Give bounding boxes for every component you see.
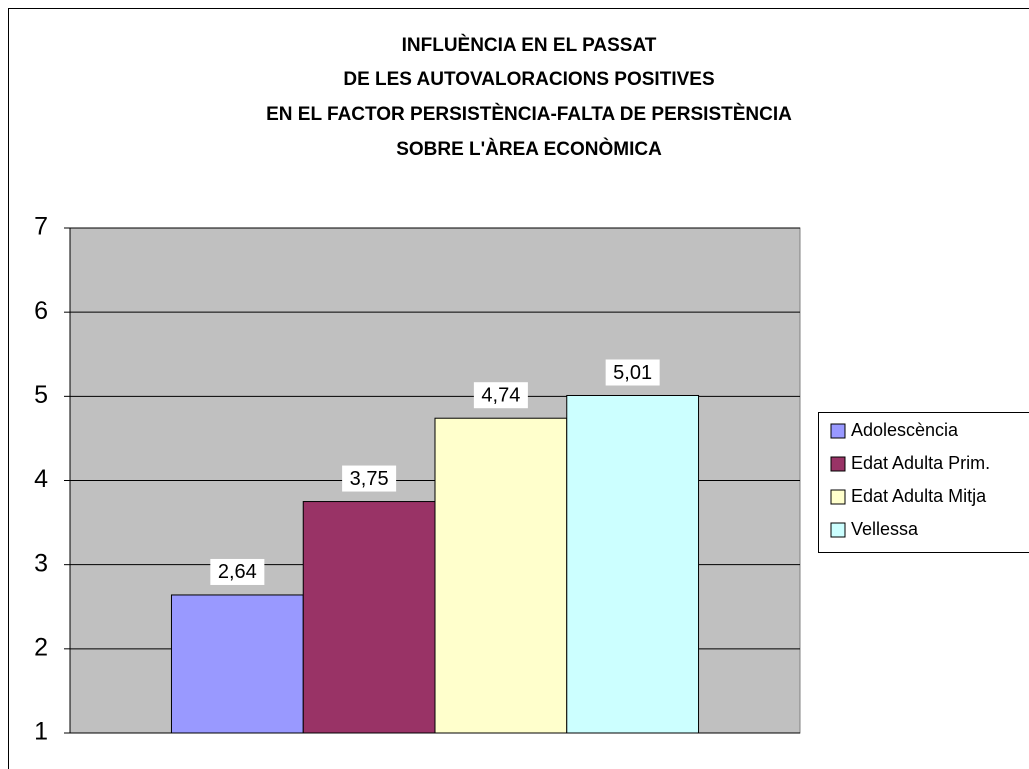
chart-title: SOBRE L'ÀREA ECONÒMICA xyxy=(396,138,662,160)
value-label: 4,74 xyxy=(481,384,520,406)
legend-label: Edat Adulta Mitja xyxy=(851,486,987,506)
legend-label: Adolescència xyxy=(851,420,959,440)
y-tick-label: 4 xyxy=(34,465,48,493)
value-label-bg xyxy=(473,382,528,409)
bar xyxy=(302,501,436,734)
y-tick-label: 7 xyxy=(34,213,48,241)
value-label: 3,75 xyxy=(350,468,389,490)
chart-title: DE LES AUTOVALORACIONS POSITIVES xyxy=(343,69,714,90)
legend-label: Vellessa xyxy=(851,519,919,539)
legend-box xyxy=(818,412,1029,553)
y-tick-label: 5 xyxy=(34,381,48,409)
value-label: 5,01 xyxy=(613,362,652,384)
chart-title: INFLUÈNCIA EN EL PASSAT xyxy=(402,34,657,56)
value-label-bg xyxy=(210,558,265,585)
value-label: 2,64 xyxy=(218,561,257,583)
y-tick-label: 3 xyxy=(34,549,48,577)
y-tick-label: 6 xyxy=(34,297,48,325)
chart-title: EN EL FACTOR PERSISTÈNCIA-FALTA DE PERSI… xyxy=(266,103,792,125)
value-label-bg xyxy=(605,359,660,386)
y-tick-label: 2 xyxy=(34,633,48,661)
y-tick-label: 1 xyxy=(34,718,48,746)
value-label-bg xyxy=(342,465,397,492)
legend-label: Edat Adulta Prim. xyxy=(851,453,990,473)
legend-swatch xyxy=(830,456,846,472)
bar xyxy=(566,394,700,734)
legend-swatch xyxy=(830,489,846,505)
legend-swatch xyxy=(830,423,846,439)
bar xyxy=(434,417,568,734)
legend-swatch xyxy=(830,522,846,538)
bar xyxy=(170,594,304,734)
